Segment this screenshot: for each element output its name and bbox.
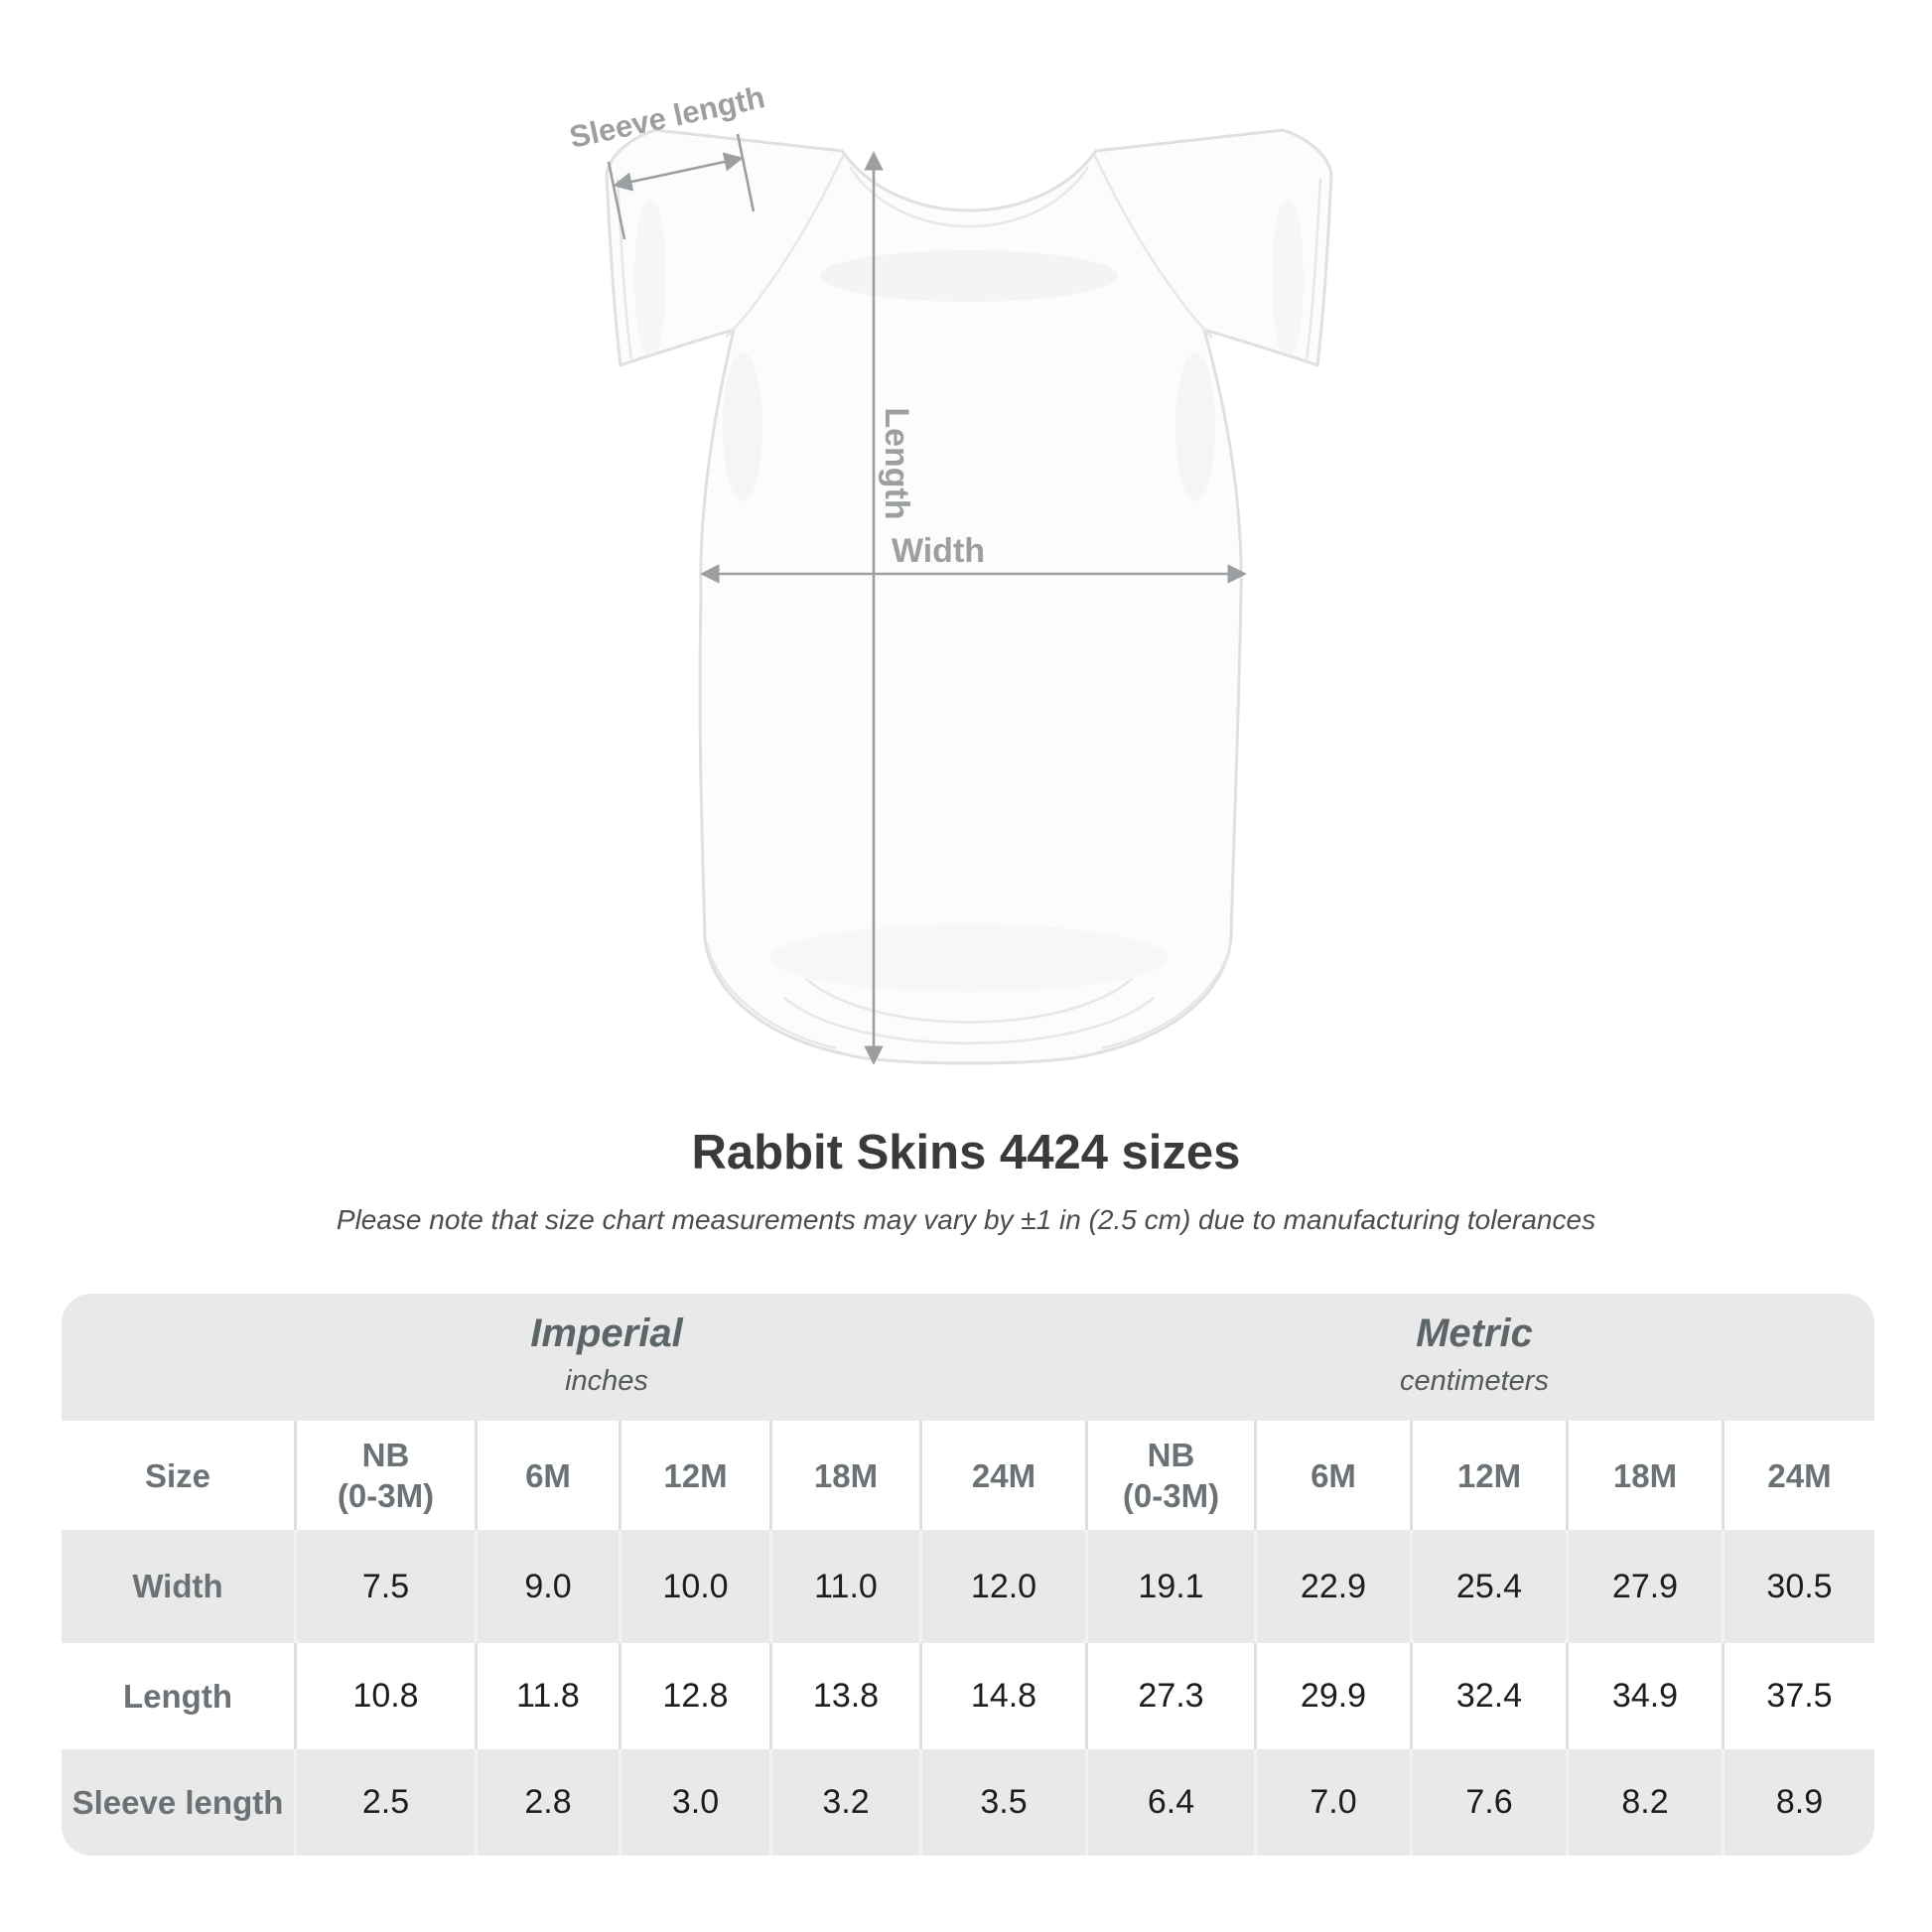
table-cell: 2.8	[475, 1749, 619, 1856]
bodysuit-outline	[605, 128, 1333, 1065]
column-header-size: Size	[62, 1421, 294, 1530]
table-cell: 10.0	[619, 1530, 769, 1643]
table-cell: 3.0	[619, 1749, 769, 1856]
table-cell: 27.3	[1085, 1643, 1254, 1749]
sleeve-length-annotation	[607, 133, 756, 240]
column-header: NB (0-3M)	[294, 1421, 475, 1530]
column-header: 24M	[1722, 1421, 1874, 1530]
row-label-sleeve-length: Sleeve length	[62, 1749, 294, 1856]
sleeve-length-arrow	[613, 152, 744, 192]
length-label: Length	[878, 407, 915, 519]
row-label-width: Width	[62, 1530, 294, 1643]
measurement-annotations	[607, 133, 1247, 1065]
table-cell: 8.9	[1722, 1749, 1874, 1856]
table-cell: 14.8	[919, 1643, 1085, 1749]
sleeve-length-tick-right	[736, 133, 756, 212]
imperial-group-header: Imperial inches	[530, 1310, 682, 1401]
table-cell: 8.2	[1566, 1749, 1722, 1856]
sleeve-length-tick-left	[607, 161, 626, 240]
table-cell: 29.9	[1254, 1643, 1410, 1749]
table-cell: 12.8	[619, 1643, 769, 1749]
table-cell: 37.5	[1722, 1643, 1874, 1749]
table-cell: 7.0	[1254, 1749, 1410, 1856]
table-cell: 34.9	[1566, 1643, 1722, 1749]
imperial-unit: inches	[565, 1365, 648, 1397]
metric-group-header: Metric centimeters	[1400, 1310, 1549, 1401]
metric-unit: centimeters	[1400, 1365, 1549, 1397]
table-cell: 11.0	[769, 1530, 919, 1643]
table-cell: 3.5	[919, 1749, 1085, 1856]
column-header: NB (0-3M)	[1085, 1421, 1254, 1530]
table-cell: 2.5	[294, 1749, 475, 1856]
column-header: 18M	[1566, 1421, 1722, 1530]
table-cell: 13.8	[769, 1643, 919, 1749]
bodysuit-diagram: Sleeve length Length Width	[567, 79, 1333, 1065]
table-cell: 7.6	[1410, 1749, 1566, 1856]
column-header: 12M	[619, 1421, 769, 1530]
table-cell: 30.5	[1722, 1530, 1874, 1643]
metric-label: Metric	[1416, 1311, 1533, 1355]
table-cell: 32.4	[1410, 1643, 1566, 1749]
table-cell: 22.9	[1254, 1530, 1410, 1643]
table-cell: 11.8	[475, 1643, 619, 1749]
table-cell: 6.4	[1085, 1749, 1254, 1856]
column-header: 18M	[769, 1421, 919, 1530]
size-table-grid: Size NB (0-3M) 6M 12M 18M 24M NB (0-3M) …	[62, 1421, 1874, 1856]
table-cell: 7.5	[294, 1530, 475, 1643]
table-cell: 25.4	[1410, 1530, 1566, 1643]
column-header: 6M	[1254, 1421, 1410, 1530]
width-label: Width	[892, 532, 985, 570]
row-label-length: Length	[62, 1643, 294, 1749]
table-cell: 10.8	[294, 1643, 475, 1749]
table-cell: 12.0	[919, 1530, 1085, 1643]
size-table: Imperial inches Metric centimeters Size …	[62, 1294, 1874, 1856]
table-cell: 19.1	[1085, 1530, 1254, 1643]
column-header: 6M	[475, 1421, 619, 1530]
column-header: 24M	[919, 1421, 1085, 1530]
imperial-label: Imperial	[530, 1311, 683, 1355]
bodysuit-illustration	[605, 128, 1333, 1065]
column-header: 12M	[1410, 1421, 1566, 1530]
unit-group-header-row: Imperial inches Metric centimeters	[62, 1294, 1874, 1421]
table-cell: 3.2	[769, 1749, 919, 1856]
table-cell: 9.0	[475, 1530, 619, 1643]
tolerance-note: Please note that size chart measurements…	[336, 1204, 1596, 1235]
page-title: Rabbit Skins 4424 sizes	[691, 1126, 1241, 1179]
table-cell: 27.9	[1566, 1530, 1722, 1643]
